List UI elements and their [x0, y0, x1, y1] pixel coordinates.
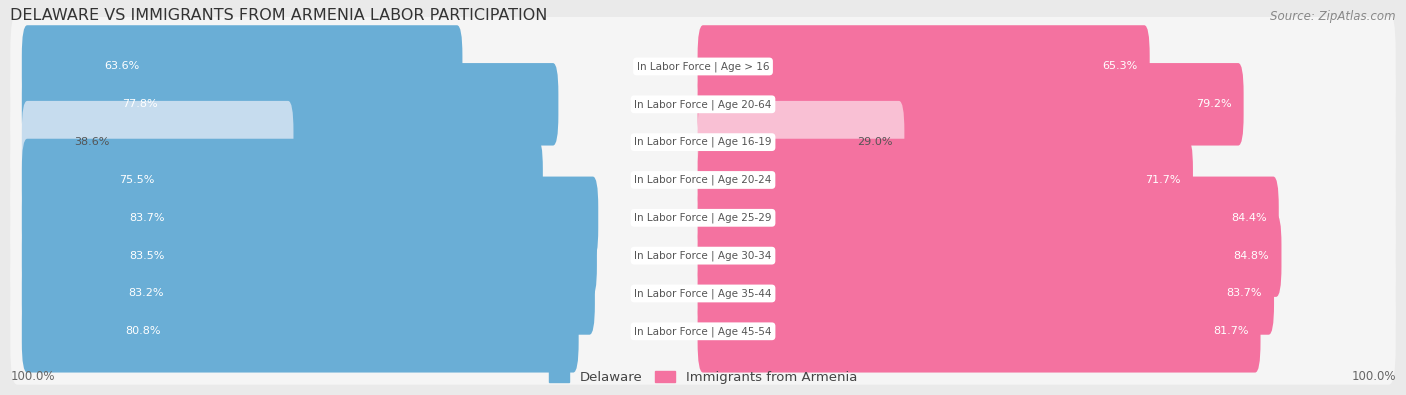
Text: 77.8%: 77.8%	[122, 99, 157, 109]
Text: 100.0%: 100.0%	[1351, 370, 1396, 383]
Text: 65.3%: 65.3%	[1102, 62, 1137, 71]
FancyBboxPatch shape	[10, 278, 1396, 385]
FancyBboxPatch shape	[22, 139, 543, 221]
Text: DELAWARE VS IMMIGRANTS FROM ARMENIA LABOR PARTICIPATION: DELAWARE VS IMMIGRANTS FROM ARMENIA LABO…	[10, 8, 548, 23]
FancyBboxPatch shape	[697, 139, 1192, 221]
Text: 75.5%: 75.5%	[120, 175, 155, 185]
Text: 100.0%: 100.0%	[10, 370, 55, 383]
Text: 63.6%: 63.6%	[104, 62, 139, 71]
FancyBboxPatch shape	[697, 290, 1261, 372]
Text: Source: ZipAtlas.com: Source: ZipAtlas.com	[1270, 10, 1396, 23]
FancyBboxPatch shape	[22, 63, 558, 145]
Text: 79.2%: 79.2%	[1197, 99, 1232, 109]
FancyBboxPatch shape	[697, 177, 1279, 259]
FancyBboxPatch shape	[697, 101, 904, 183]
Text: 38.6%: 38.6%	[75, 137, 110, 147]
Text: In Labor Force | Age 16-19: In Labor Force | Age 16-19	[634, 137, 772, 147]
FancyBboxPatch shape	[697, 214, 1281, 297]
FancyBboxPatch shape	[22, 177, 599, 259]
Text: In Labor Force | Age 25-29: In Labor Force | Age 25-29	[634, 213, 772, 223]
FancyBboxPatch shape	[697, 25, 1150, 108]
Text: In Labor Force | Age 20-24: In Labor Force | Age 20-24	[634, 175, 772, 185]
FancyBboxPatch shape	[10, 89, 1396, 196]
Text: In Labor Force | Age 30-34: In Labor Force | Age 30-34	[634, 250, 772, 261]
Text: In Labor Force | Age 20-64: In Labor Force | Age 20-64	[634, 99, 772, 109]
Text: 83.2%: 83.2%	[128, 288, 165, 299]
FancyBboxPatch shape	[10, 13, 1396, 120]
FancyBboxPatch shape	[10, 51, 1396, 158]
Text: 83.7%: 83.7%	[1226, 288, 1261, 299]
Text: 84.8%: 84.8%	[1233, 251, 1270, 261]
FancyBboxPatch shape	[22, 252, 595, 335]
FancyBboxPatch shape	[10, 127, 1396, 233]
Legend: Delaware, Immigrants from Armenia: Delaware, Immigrants from Armenia	[544, 365, 862, 389]
FancyBboxPatch shape	[22, 290, 579, 372]
Text: 84.4%: 84.4%	[1232, 213, 1267, 223]
FancyBboxPatch shape	[10, 240, 1396, 347]
Text: In Labor Force | Age 45-54: In Labor Force | Age 45-54	[634, 326, 772, 337]
Text: 71.7%: 71.7%	[1146, 175, 1181, 185]
FancyBboxPatch shape	[10, 202, 1396, 309]
FancyBboxPatch shape	[10, 164, 1396, 271]
FancyBboxPatch shape	[697, 252, 1274, 335]
FancyBboxPatch shape	[22, 25, 463, 108]
Text: In Labor Force | Age > 16: In Labor Force | Age > 16	[637, 61, 769, 72]
Text: 29.0%: 29.0%	[856, 137, 893, 147]
Text: 83.7%: 83.7%	[129, 213, 165, 223]
FancyBboxPatch shape	[22, 214, 598, 297]
Text: In Labor Force | Age 35-44: In Labor Force | Age 35-44	[634, 288, 772, 299]
Text: 80.8%: 80.8%	[125, 326, 162, 336]
Text: 81.7%: 81.7%	[1213, 326, 1249, 336]
FancyBboxPatch shape	[22, 101, 294, 183]
Text: 83.5%: 83.5%	[129, 251, 165, 261]
FancyBboxPatch shape	[697, 63, 1244, 145]
